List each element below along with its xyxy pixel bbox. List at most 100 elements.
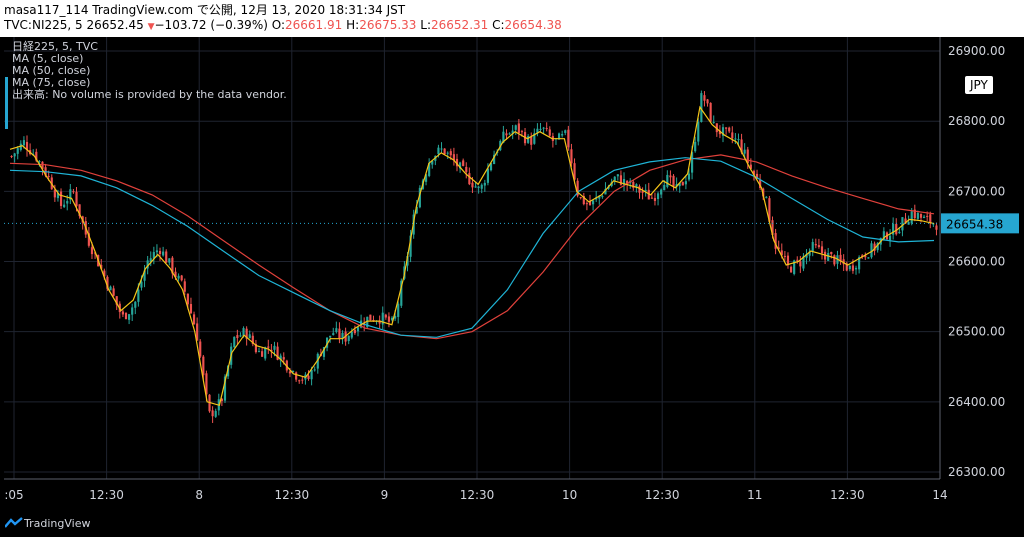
candle-body xyxy=(858,257,861,270)
x-tick-label: 9 xyxy=(381,488,389,502)
candle-body xyxy=(539,128,542,131)
candle-body xyxy=(576,180,579,196)
candle-body xyxy=(678,183,681,187)
candle-body xyxy=(527,136,530,143)
candle-body xyxy=(480,184,483,189)
chart-header: masa117_114 TradingView.com で公開, 12月 13,… xyxy=(0,0,1024,37)
candle-body xyxy=(505,133,508,136)
candle-body xyxy=(799,261,802,267)
candle-body xyxy=(743,149,746,154)
candle-body xyxy=(536,128,539,134)
candle-body xyxy=(242,328,245,337)
x-tick-label: 10 xyxy=(562,488,577,502)
candle-body xyxy=(873,243,876,251)
y-tick-label: 26600.00 xyxy=(948,255,1005,269)
ma50-line xyxy=(9,157,935,338)
candle-body xyxy=(270,349,273,351)
candle-body xyxy=(41,161,44,169)
candle-body xyxy=(124,312,128,320)
candle-body xyxy=(811,242,814,252)
candle-body xyxy=(910,211,913,224)
x-tick-label: :05 xyxy=(4,488,23,502)
candle-body xyxy=(477,186,480,188)
candle-body xyxy=(585,203,588,205)
candle-body xyxy=(295,372,298,380)
candle-body xyxy=(341,332,344,339)
candle-body xyxy=(684,181,687,185)
candle-body xyxy=(261,351,264,357)
candle-body xyxy=(69,189,72,200)
candle-body xyxy=(273,345,276,350)
x-tick-label: 12:30 xyxy=(830,488,865,502)
candle-body xyxy=(245,328,248,339)
candle-body xyxy=(530,136,533,145)
candle-body xyxy=(288,371,292,374)
candle-body xyxy=(793,260,796,274)
candle-body xyxy=(916,212,919,219)
ma75-line xyxy=(9,154,935,340)
candle-body xyxy=(712,122,715,124)
candle-body xyxy=(545,128,548,130)
candle-body xyxy=(462,160,465,166)
candle-body xyxy=(533,133,536,144)
candle-body xyxy=(378,320,381,324)
candle-body xyxy=(356,327,360,332)
candle-body xyxy=(63,204,66,208)
candle-body xyxy=(493,154,496,165)
candle-body xyxy=(796,259,799,261)
candle-body xyxy=(10,156,13,158)
price-chart[interactable]: 26300.00 26400.00 26500.00 26600.00 26700.00… xyxy=(4,37,1020,510)
candle-body xyxy=(66,201,69,204)
candle-body xyxy=(786,255,790,266)
candle-body xyxy=(387,316,391,322)
candle-body xyxy=(610,182,613,186)
candle-body xyxy=(443,148,446,155)
y-tick-label: 26700.00 xyxy=(948,184,1005,198)
candle-body xyxy=(75,191,78,207)
ma5-line xyxy=(9,105,935,407)
candle-body xyxy=(25,142,29,150)
candle-body xyxy=(935,225,938,230)
candle-body xyxy=(106,276,109,289)
candle-body xyxy=(663,185,666,191)
candle-body xyxy=(641,191,644,193)
candle-body xyxy=(211,410,214,417)
chart-panel[interactable]: 26300.00 26400.00 26500.00 26600.00 26700.00… xyxy=(4,37,1020,510)
candle-body xyxy=(703,95,706,101)
candle-body xyxy=(196,323,199,341)
candle-body xyxy=(369,314,372,321)
candle-body xyxy=(115,296,118,305)
candle-body xyxy=(406,255,409,266)
candle-body xyxy=(762,188,765,197)
candle-body xyxy=(802,256,805,269)
candle-body xyxy=(601,196,604,198)
candle-body xyxy=(335,328,338,332)
candle-body xyxy=(502,131,505,143)
candle-body xyxy=(830,251,833,255)
candle-body xyxy=(409,235,412,257)
candle-body xyxy=(440,148,443,150)
candle-body xyxy=(895,223,898,235)
y-tick-label: 26400.00 xyxy=(948,395,1005,409)
candle-body xyxy=(870,243,873,258)
candle-body xyxy=(140,281,143,288)
candle-body xyxy=(616,174,619,177)
candle-body xyxy=(486,168,490,183)
candle-body xyxy=(780,250,783,256)
candle-body xyxy=(570,149,573,164)
candle-body xyxy=(839,254,842,262)
candle-body xyxy=(316,353,319,369)
candle-body xyxy=(276,346,279,360)
x-tick-label: 11 xyxy=(747,488,762,502)
candle-body xyxy=(338,328,341,339)
low-value: 26652.31 xyxy=(431,18,489,32)
candle-body xyxy=(765,196,768,198)
candle-body xyxy=(817,245,820,247)
candle-body xyxy=(833,255,836,265)
candle-body xyxy=(180,275,183,281)
last-price: 26652.45 xyxy=(86,18,144,32)
currency-badge[interactable]: JPY xyxy=(965,76,993,94)
candle-body xyxy=(489,163,493,171)
candle-body xyxy=(898,231,901,234)
candle-body xyxy=(771,220,774,235)
